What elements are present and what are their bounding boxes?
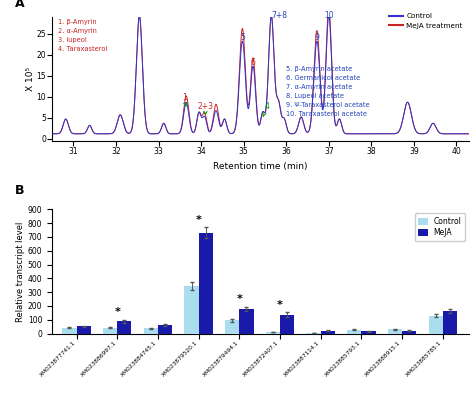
Bar [117, 321, 131, 334]
Text: 2+3: 2+3 [197, 101, 213, 115]
Legend: Control, MeJA: Control, MeJA [415, 213, 465, 241]
Bar [280, 314, 294, 334]
Text: *: * [114, 307, 120, 317]
Bar [62, 328, 77, 334]
Bar [77, 327, 91, 334]
Bar [388, 329, 402, 334]
Text: B: B [15, 184, 24, 197]
Text: 6: 6 [251, 58, 255, 67]
Y-axis label: Relative transcript level: Relative transcript level [16, 221, 25, 322]
X-axis label: Retention time (min): Retention time (min) [213, 162, 308, 171]
Text: 4: 4 [263, 102, 270, 117]
Text: *: * [196, 214, 201, 224]
Bar [144, 328, 158, 334]
Text: A: A [15, 0, 24, 10]
Bar [321, 331, 335, 334]
Text: 1. β-Amyrin
2. α-Amyrin
3. lupeol
4. Taraxasterol: 1. β-Amyrin 2. α-Amyrin 3. lupeol 4. Tar… [58, 19, 108, 52]
Text: 10: 10 [324, 10, 334, 20]
Text: 5. β-Amyrin acetate
6. Germanicol acetate
7. α-Amyrin acetate
8. Lupeol acetate
: 5. β-Amyrin acetate 6. Germanicol acetat… [286, 66, 369, 118]
Bar [443, 311, 457, 334]
Bar [225, 321, 239, 334]
Text: 9: 9 [314, 33, 319, 42]
Bar [266, 332, 280, 334]
Bar [361, 331, 376, 334]
Bar [402, 331, 416, 334]
Text: 7+8: 7+8 [271, 10, 287, 20]
Y-axis label: X 10⁵: X 10⁵ [26, 67, 35, 91]
Bar [428, 316, 443, 334]
Text: 5: 5 [240, 33, 245, 42]
Legend: Control, MeJA treatment: Control, MeJA treatment [386, 10, 465, 32]
Text: 1: 1 [182, 93, 187, 106]
Text: *: * [277, 300, 283, 310]
Bar [103, 328, 117, 334]
Bar [199, 233, 213, 334]
Bar [347, 330, 361, 334]
Bar [158, 325, 172, 334]
Bar [184, 286, 199, 334]
Text: *: * [237, 294, 242, 304]
Bar [239, 309, 254, 334]
